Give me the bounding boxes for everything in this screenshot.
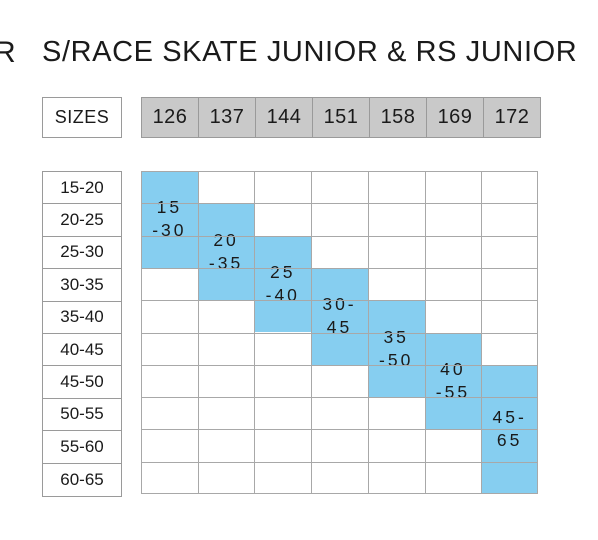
size-header-cell: 158 [370,98,427,137]
recommendation-block: 20 -35 [197,203,255,301]
grid-line-horizontal [141,364,538,366]
grid-line-horizontal [141,429,538,431]
recommendation-block: 40 -55 [424,332,482,430]
size-header-row: 126 137 144 151 158 169 172 [141,97,541,138]
recommendation-label: 25 -40 [265,262,300,306]
size-header-cell: 126 [142,98,199,137]
range-label: 55-60 [43,431,121,464]
range-label: 30-35 [43,269,121,302]
sizes-label: SIZES [42,97,122,138]
size-header-cell: 172 [494,106,530,128]
size-chart-grid: 15 -30 20 -35 25 -40 30- 45 35 -50 40 -55 45- … [141,171,538,494]
recommendation-label: 45- 65 [492,407,527,451]
grid-line-horizontal [141,171,538,172]
grid-line-horizontal [141,332,538,334]
range-label: 60-65 [60,469,104,489]
size-header-cell: 144 [256,98,313,137]
grid-line-horizontal [141,203,538,205]
recommendation-block: 30- 45 [311,267,368,365]
range-label: 15-20 [43,172,121,205]
recommendation-label: 15 -30 [152,197,187,241]
recommendation-label: 35 -50 [379,326,414,370]
size-header-cell: 151 [313,98,370,137]
grid-line-horizontal [141,267,538,269]
page-title: S/RACE SKATE JUNIOR & RS JUNIOR [42,36,578,68]
title-prefix-fragment: R [0,36,17,69]
recommendation-block: 35 -50 [367,300,425,398]
recommendation-label: 40 -55 [435,358,471,402]
recommendation-label: 30- 45 [322,294,357,338]
range-label: 35-40 [43,302,121,334]
size-header-cell: 137 [199,98,256,137]
range-label: 20-25 [43,204,121,237]
grid-line-horizontal [141,235,538,237]
grid-line-horizontal [141,397,538,399]
grid-line-horizontal [141,300,538,302]
recommendation-block: 25 -40 [254,235,312,333]
range-label: 45-50 [43,366,121,399]
range-label: 50-55 [43,399,121,432]
recommendation-block: 15 -30 [141,171,198,268]
grid-line-horizontal [141,461,538,463]
range-label: 25-30 [43,237,121,270]
recommendation-label: 20 -35 [208,229,244,273]
range-column: 15-20 20-25 25-30 30-35 35-40 40-45 45-5… [42,171,122,497]
range-label: 40-45 [43,334,121,367]
size-header-cell: 169 [427,98,484,137]
grid-line-horizontal [141,493,538,494]
